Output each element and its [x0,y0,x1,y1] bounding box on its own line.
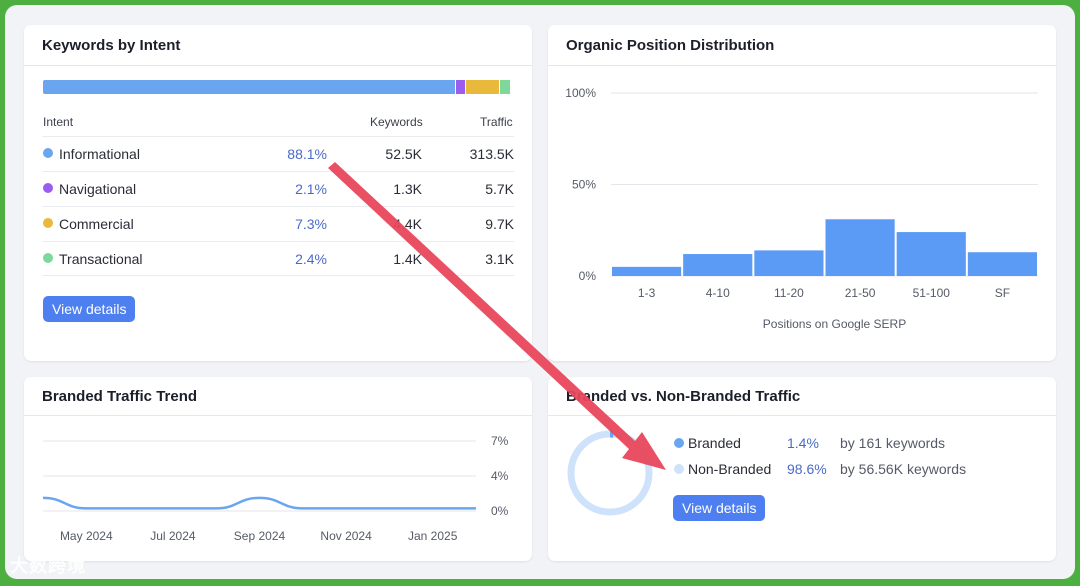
divider [548,415,1056,416]
keywords-by-intent-card: Keywords by Intent Intent Keywords Traff… [24,25,532,361]
header-keywords[interactable]: Keywords [370,115,423,129]
intent-bar-segment [465,80,500,94]
intent-bar-segment [455,80,466,94]
x-tick-label: 11-20 [774,286,804,300]
nonbranded-percent[interactable]: 98.6% [787,461,827,477]
intent-percent[interactable]: 7.3% [295,216,327,232]
transactional-dot-icon [43,253,53,263]
intent-row-transactional: Transactional 2.4% 1.4K 3.1K [42,241,514,276]
x-axis-label: Positions on Google SERP [763,317,906,331]
bar-4-10 [683,254,753,276]
intent-row-navigational: Navigational 2.1% 1.3K 5.7K [42,171,514,206]
intent-keywords: 1.3K [393,181,422,197]
x-tick-label: 1-3 [638,286,656,300]
intent-percent[interactable]: 2.4% [295,251,327,267]
divider [24,415,532,416]
bar-1-3 [612,266,682,276]
card-title: Keywords by Intent [42,37,181,54]
card-title: Branded Traffic Trend [42,388,198,405]
x-tick-label: Nov 2024 [320,529,372,543]
intent-name: Transactional [59,251,143,267]
branded-vs-nonbranded-card: Branded vs. Non-Branded Traffic Branded … [548,377,1056,561]
informational-dot-icon [43,148,53,158]
y-tick-label: 100% [565,86,596,100]
intent-row-informational: Informational 88.1% 52.5K 313.5K [42,136,514,171]
commercial-dot-icon [43,218,53,228]
branded-donut-chart [567,430,653,516]
bar-SF [967,252,1037,276]
header-traffic[interactable]: Traffic [480,115,513,129]
intent-keywords: 52.5K [385,146,422,162]
intent-row-commercial: Commercial 7.3% 4.4K 9.7K [42,206,514,241]
divider [548,65,1056,66]
bar-51-100 [896,232,966,276]
header-intent: Intent [43,115,74,129]
view-details-button[interactable]: View details [43,296,136,322]
bar-21-50 [825,219,895,276]
branded-percent[interactable]: 1.4% [787,435,819,451]
intent-name: Informational [59,146,140,162]
intent-traffic: 3.1K [485,251,514,267]
donut-nonbranded-arc [567,430,653,516]
branded-trend-chart: 7% 4% 0% May 2024 Jul 2024 Sep 2024 Nov 2024 Ja… [42,434,509,543]
intent-bar-segment [499,80,511,94]
intent-traffic: 313.5K [469,146,514,162]
x-tick-label: 4-10 [706,286,730,300]
y-tick-label: 0% [579,269,597,283]
nonbranded-label: Non-Branded [688,461,772,477]
intent-percent[interactable]: 2.1% [295,181,327,197]
y-tick-label: 4% [491,469,509,483]
branded-label: Branded [688,435,741,451]
intent-bar-segment [43,80,456,94]
x-tick-label: May 2024 [60,529,113,543]
navigational-dot-icon [43,183,53,193]
branded-detail: by 161 keywords [840,435,946,451]
x-tick-label: Jul 2024 [150,529,196,543]
intent-percent[interactable]: 88.1% [287,146,327,162]
x-tick-label: 51-100 [913,286,951,300]
intent-stacked-bar [43,80,511,94]
organic-position-distribution-card: Organic Position Distribution 100% 50% 0% 1… [548,25,1056,361]
intent-name: Navigational [59,181,137,197]
x-tick-label: SF [995,286,1010,300]
intent-traffic: 9.7K [485,216,514,232]
nonbranded-dot-icon [674,464,684,474]
y-tick-label: 50% [572,178,596,192]
card-title: Organic Position Distribution [566,37,775,54]
x-tick-label: Sep 2024 [234,529,286,543]
watermark: 大数跨境 [10,556,86,577]
divider [24,65,532,66]
branded-dot-icon [674,438,684,448]
branded-traffic-trend-card: Branded Traffic Trend 7% 4% 0% May 2024 Jul … [24,377,532,561]
intent-keywords: 4.4K [393,216,422,232]
bar-11-20 [754,250,824,276]
x-tick-label: 21-50 [845,286,876,300]
intent-traffic: 5.7K [485,181,514,197]
card-title: Branded vs. Non-Branded Traffic [566,388,801,405]
trend-line [42,496,476,510]
x-tick-label: Jan 2025 [408,529,458,543]
position-distribution-chart: 100% 50% 0% 1-3 4-10 11-20 21-50 51-100 SF Positi… [565,86,1038,331]
intent-name: Commercial [59,216,134,232]
nonbranded-detail: by 56.56K keywords [840,461,967,477]
view-details-button[interactable]: View details [673,495,766,521]
y-tick-label: 7% [491,434,509,448]
y-tick-label: 0% [491,504,509,518]
intent-keywords: 1.4K [393,251,422,267]
